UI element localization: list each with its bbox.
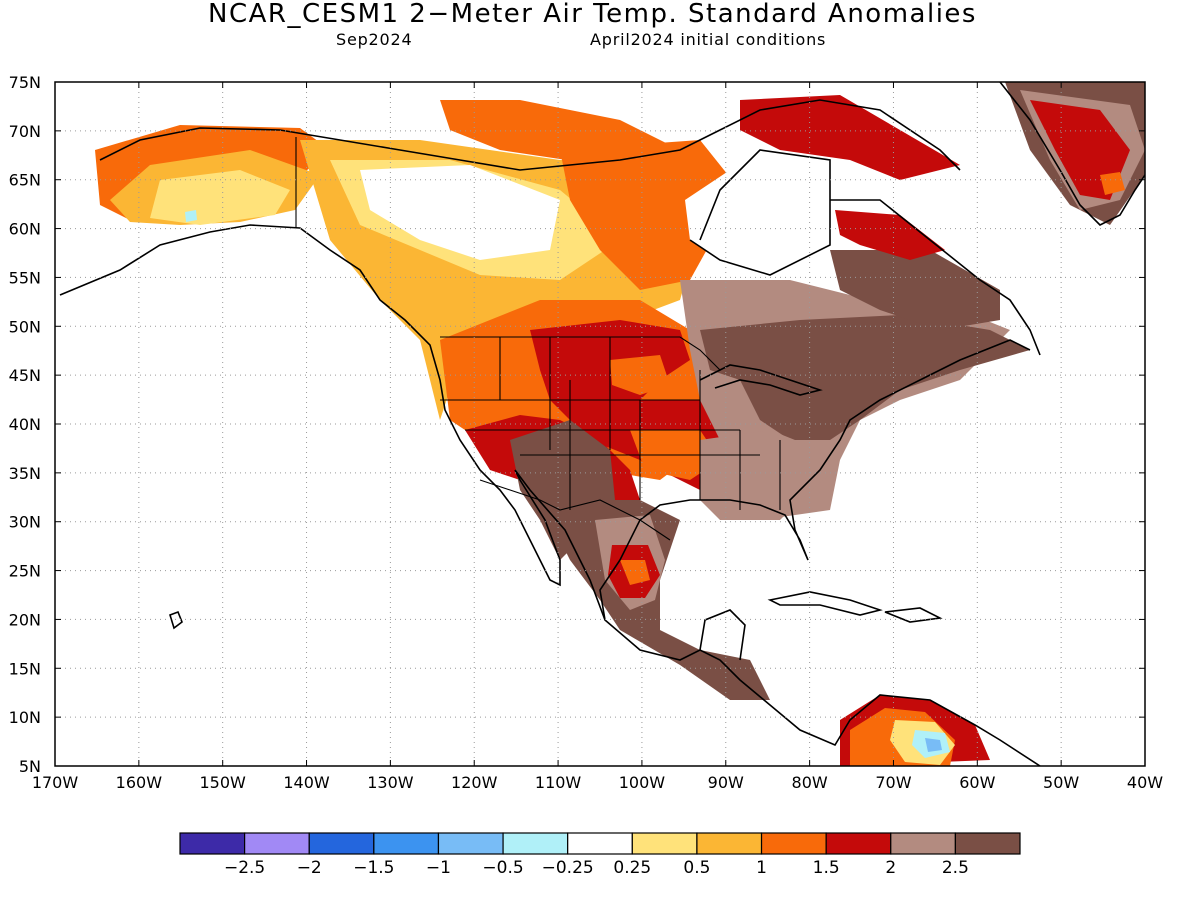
colorbar-swatch bbox=[890, 832, 956, 855]
lat-label: 75N bbox=[9, 73, 41, 92]
lon-label: 40W bbox=[1127, 773, 1163, 792]
colorbar-swatch bbox=[760, 832, 827, 855]
anomaly-region-hudson-white bbox=[685, 150, 830, 275]
lon-label: 120W bbox=[451, 773, 498, 792]
colorbar-label: 0.5 bbox=[683, 858, 710, 878]
lon-label: 50W bbox=[1043, 773, 1079, 792]
colorbar-swatch bbox=[244, 832, 310, 855]
anomaly-region-greenland-orange bbox=[1100, 172, 1125, 195]
lon-label: 110W bbox=[535, 773, 582, 792]
lon-label: 130W bbox=[367, 773, 414, 792]
lon-label: 70W bbox=[875, 773, 911, 792]
colorbar-swatch bbox=[567, 832, 633, 855]
lat-label: 40N bbox=[9, 415, 41, 434]
anomaly-region-southeast-tan bbox=[700, 430, 835, 520]
latitude-labels: 75N 70N 65N 60N 55N 50N 45N 40N 35N 30N 25N 20N 15N 1… bbox=[9, 73, 41, 776]
anomaly-region-east-brown bbox=[700, 315, 1030, 440]
lat-label: 25N bbox=[9, 562, 41, 581]
colorbar-swatch bbox=[631, 832, 698, 855]
lat-label: 5N bbox=[19, 757, 41, 776]
colorbar-label: −0.5 bbox=[482, 858, 523, 878]
lat-label: 45N bbox=[9, 366, 41, 385]
anomaly-region-alaska-cold bbox=[185, 210, 197, 222]
colorbar-label: −1.5 bbox=[353, 858, 394, 878]
colorbar-label: 1 bbox=[756, 858, 767, 878]
coastline-hispaniola bbox=[884, 607, 943, 623]
lat-label: 35N bbox=[9, 464, 41, 483]
colorbar bbox=[179, 832, 1021, 855]
coastline-cuba bbox=[767, 591, 883, 616]
anomaly-region-arctic-red bbox=[740, 95, 960, 180]
colorbar-label: 0.25 bbox=[613, 858, 651, 878]
anomaly-region-labrador-red bbox=[835, 210, 945, 260]
colorbar-swatch bbox=[437, 832, 504, 855]
colorbar-swatch bbox=[502, 832, 569, 855]
coastline-greenland bbox=[999, 82, 1145, 226]
lon-label: 60W bbox=[959, 773, 995, 792]
colorbar-swatch bbox=[308, 832, 375, 855]
lat-label: 10N bbox=[9, 708, 41, 727]
anomaly-region-canada-white bbox=[360, 165, 560, 260]
colorbar-label: 2 bbox=[885, 858, 896, 878]
coastline-hawaii bbox=[169, 610, 183, 630]
colorbar-label: −0.25 bbox=[542, 858, 594, 878]
border-us-mexico bbox=[479, 479, 671, 541]
anomaly-shading bbox=[95, 82, 1145, 766]
map-gridlines bbox=[55, 82, 1145, 766]
chart-title: NCAR_CESM1 2−Meter Air Temp. Standard An… bbox=[208, 0, 977, 29]
colorbar-label: −2 bbox=[297, 858, 322, 878]
coastline-great-lakes bbox=[699, 364, 823, 396]
political-borders bbox=[295, 137, 781, 541]
colorbar-label: 1.5 bbox=[813, 858, 840, 878]
border-state-lines bbox=[440, 337, 781, 510]
valid-month-label: Sep2024 bbox=[336, 30, 413, 49]
anomaly-region-hudson-orange bbox=[560, 140, 740, 290]
coastline-north-america bbox=[59, 224, 1041, 766]
lon-label: 80W bbox=[792, 773, 828, 792]
lon-label: 140W bbox=[283, 773, 330, 792]
colorbar-swatch bbox=[179, 832, 246, 855]
colorbar-label: −2.5 bbox=[224, 858, 265, 878]
coastline-labrador bbox=[830, 199, 1041, 356]
anomaly-region-alaska-light bbox=[150, 170, 290, 225]
coastline-gulf bbox=[599, 339, 1031, 621]
lat-label: 50N bbox=[9, 317, 41, 336]
lon-label: 100W bbox=[619, 773, 666, 792]
initial-conditions-label: April2024 initial conditions bbox=[590, 30, 827, 49]
colorbar-swatch bbox=[373, 832, 440, 855]
anomaly-region-mexico-orange bbox=[620, 560, 650, 585]
lon-label: 90W bbox=[708, 773, 744, 792]
anomaly-region-southamerica-cooler bbox=[925, 738, 942, 752]
coastline-yucatan bbox=[699, 609, 746, 661]
lon-label: 150W bbox=[200, 773, 247, 792]
colorbar-label: 2.5 bbox=[942, 858, 969, 878]
lon-label: 170W bbox=[32, 773, 79, 792]
axis-ticks bbox=[54, 81, 1146, 767]
lon-label: 160W bbox=[116, 773, 163, 792]
lat-label: 60N bbox=[9, 220, 41, 239]
lat-label: 20N bbox=[9, 610, 41, 629]
lat-label: 30N bbox=[9, 513, 41, 532]
colorbar-label: −1 bbox=[426, 858, 451, 878]
lat-label: 55N bbox=[9, 268, 41, 287]
colorbar-labels: −2.5 −2 −1.5 −1 −0.5 −0.25 0.25 0.5 1 1.5 2 2.5 bbox=[224, 858, 969, 878]
colorbar-swatch bbox=[825, 832, 892, 855]
border-us-canada bbox=[440, 336, 721, 371]
longitude-labels: 170W 160W 150W 140W 130W 120W 110W 100W 90W 80W 70… bbox=[32, 773, 1163, 792]
coastline-arctic bbox=[99, 99, 961, 171]
lat-label: 15N bbox=[9, 659, 41, 678]
lat-label: 70N bbox=[9, 122, 41, 141]
colorbar-swatch bbox=[954, 832, 1021, 855]
coastline-hudson-bay bbox=[689, 149, 831, 276]
lat-label: 65N bbox=[9, 171, 41, 190]
coastlines bbox=[59, 82, 1145, 766]
anomaly-region-labrador-brown bbox=[830, 250, 1000, 330]
colorbar-swatch bbox=[696, 832, 763, 855]
anomaly-region-arctic-orange bbox=[440, 100, 680, 165]
